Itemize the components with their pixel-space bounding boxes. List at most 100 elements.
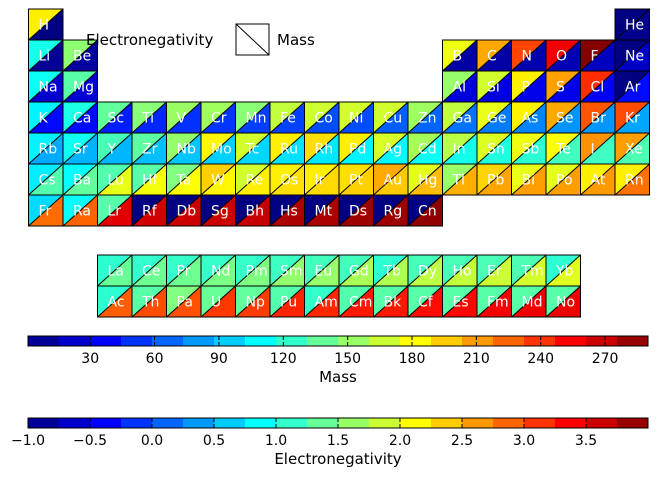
- element-symbol: Ni: [349, 111, 363, 127]
- element-cell-ge: Ge: [476, 101, 512, 134]
- element-cell-la: La: [97, 254, 133, 287]
- element-symbol: At: [591, 173, 606, 189]
- electronegativity-colorbar-segment: [307, 418, 339, 428]
- element-cell-ga: Ga: [442, 101, 478, 134]
- element-cell-li: Li: [28, 39, 64, 72]
- mass-colorbar-segment: [307, 336, 339, 346]
- electronegativity-tick-label: 0.0: [141, 433, 163, 449]
- element-symbol: Zn: [418, 111, 436, 127]
- element-cell-cn: Cn: [407, 194, 443, 227]
- cell-diagonal: [511, 101, 547, 134]
- electronegativity-tick-label: 0.5: [203, 433, 225, 449]
- element-symbol: Ds: [349, 204, 367, 220]
- element-cell-np: Np: [235, 285, 271, 318]
- element-cell-pd: Pd: [338, 132, 374, 165]
- element-symbol: Na: [39, 80, 58, 96]
- element-cell-nd: Nd: [200, 254, 236, 287]
- cell-diagonal: [166, 163, 202, 196]
- cell-diagonal: [269, 132, 305, 165]
- element-symbol: Be: [73, 49, 91, 65]
- cell-diagonal: [28, 8, 64, 41]
- element-symbol: Np: [246, 295, 265, 311]
- cell-diagonal: [511, 70, 547, 103]
- element-cell-fm: Fm: [476, 285, 512, 318]
- element-symbol: W: [211, 173, 225, 189]
- element-cell-co: Co: [304, 101, 340, 134]
- legend: Electronegativity Mass: [86, 23, 315, 56]
- cell-diagonal: [166, 194, 202, 227]
- element-cell-b: B: [442, 39, 478, 72]
- cell-diagonal: [442, 285, 478, 318]
- cell-diagonal: [407, 163, 443, 196]
- cell-diagonal: [97, 101, 133, 134]
- legend-label-lower-right: Mass: [277, 31, 315, 49]
- element-symbol: Sc: [108, 111, 125, 127]
- element-symbol: In: [453, 142, 466, 158]
- mass-colorbar: 30 60 90 120 150 180 210 240 270 Mass: [27, 335, 649, 386]
- electronegativity-colorbar-segment: [555, 418, 587, 428]
- element-symbol: Mn: [246, 111, 267, 127]
- element-cell-es: Es: [442, 285, 478, 318]
- element-cell-rb: Rb: [28, 132, 64, 165]
- element-cell-si: Si: [476, 70, 512, 103]
- element-cell-er: Er: [476, 254, 512, 287]
- element-cell-am: Am: [304, 285, 340, 318]
- cell-diagonal: [62, 132, 98, 165]
- element-cell-ne: Ne: [614, 39, 650, 72]
- element-symbol: Th: [141, 295, 159, 311]
- electronegativity-colorbar-segment: [400, 418, 432, 428]
- element-symbol: Cr: [211, 111, 227, 127]
- cell-diagonal: [28, 132, 64, 165]
- cell-diagonal: [373, 101, 409, 134]
- electronegativity-colorbar-segment: [586, 418, 618, 428]
- element-symbol: Ac: [108, 295, 125, 311]
- cell-diagonal: [62, 194, 98, 227]
- element-cell-os: Os: [269, 163, 305, 196]
- mass-tick-label: 240: [527, 351, 554, 367]
- cell-diagonal: [442, 132, 478, 165]
- element-cell-tm: Tm: [511, 254, 547, 287]
- element-cell-lr: Lr: [97, 194, 133, 227]
- element-cell-rh: Rh: [304, 132, 340, 165]
- element-symbol: Os: [280, 173, 298, 189]
- electronegativity-colorbar-segment: [183, 418, 215, 428]
- cell-diagonal: [511, 254, 547, 287]
- mass-tick-label: 30: [81, 351, 99, 367]
- element-symbol: Rh: [315, 142, 334, 158]
- mass-tick-label: 210: [463, 351, 490, 367]
- element-symbol: Ir: [315, 173, 325, 189]
- mass-colorbar-segment: [462, 336, 494, 346]
- mass-colorbar-segment: [338, 336, 370, 346]
- element-cell-ac: Ac: [97, 285, 133, 318]
- element-symbol: Dy: [418, 264, 437, 280]
- cell-diagonal: [200, 132, 236, 165]
- cell-diagonal: [407, 285, 443, 318]
- element-cell-tb: Tb: [373, 254, 409, 287]
- element-symbol: Am: [315, 295, 338, 311]
- cell-diagonal: [442, 39, 478, 72]
- electronegativity-colorbar-segment: [214, 418, 246, 428]
- cell-diagonal: [97, 163, 133, 196]
- cell-diagonal: [373, 132, 409, 165]
- element-symbol: Rg: [384, 204, 403, 220]
- cell-diagonal: [97, 132, 133, 165]
- element-cell-md: Md: [511, 285, 547, 318]
- element-cell-y: Y: [97, 132, 133, 165]
- cell-diagonal: [269, 285, 305, 318]
- element-symbol: Sg: [211, 204, 229, 220]
- element-cell-i: I: [580, 132, 616, 165]
- electronegativity-colorbar-segment: [59, 418, 91, 428]
- cell-diagonal: [304, 194, 340, 227]
- cell-diagonal: [166, 254, 202, 287]
- element-cell-sn: Sn: [476, 132, 512, 165]
- element-symbol: Y: [107, 142, 117, 158]
- electronegativity-tick-label: 3.5: [575, 433, 597, 449]
- element-cell-n: N: [511, 39, 547, 72]
- element-cell-mt: Mt: [304, 194, 340, 227]
- cell-diagonal: [235, 101, 271, 134]
- mass-colorbar-segment: [586, 336, 618, 346]
- element-cell-se: Se: [545, 101, 581, 134]
- element-symbol: Er: [487, 264, 502, 280]
- element-symbol: Bh: [246, 204, 264, 220]
